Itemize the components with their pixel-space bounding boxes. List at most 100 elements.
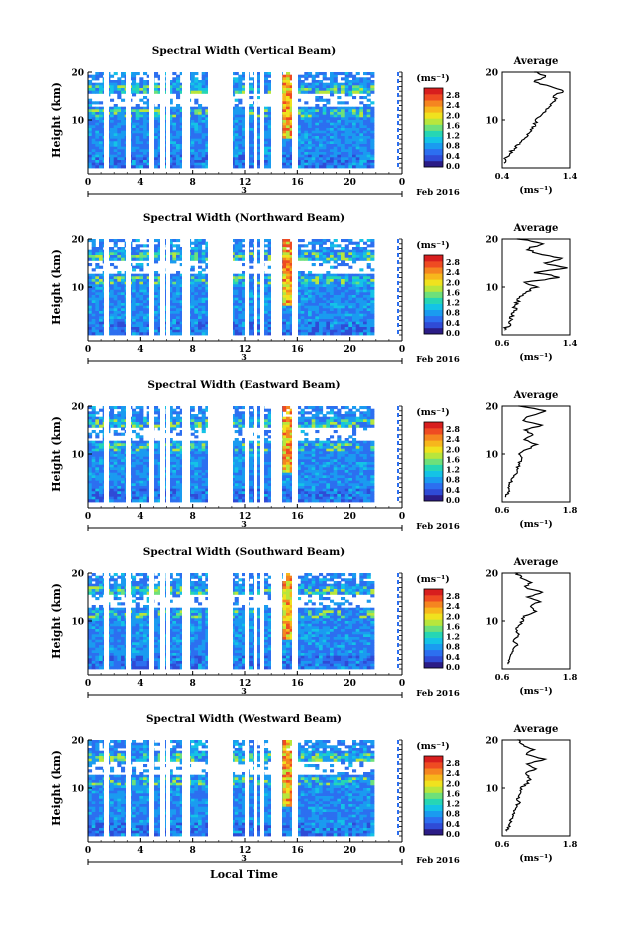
heatmap-cell [146,133,151,137]
heatmap-cell [132,136,137,140]
heatmap-cell [121,311,126,315]
heatmap-cell [267,80,272,84]
heatmap-cell [91,316,96,320]
heatmap-cell [264,284,269,288]
heatmap-cell [370,152,375,156]
heatmap-cell [282,271,287,275]
heatmap-cell [348,154,353,158]
heatmap-cell [91,311,96,315]
heatmap-cell [297,141,302,145]
heatmap-cell [154,109,159,113]
heatmap-cell [88,162,93,166]
heatmap-cell [117,88,122,92]
heatmap-cell [359,284,364,288]
heatmap-cell [337,255,342,259]
heatmap-cell [337,324,342,328]
heatmap-cell [205,149,210,153]
heatmap-cell [297,152,302,156]
heatmap-cell [95,146,100,150]
heatmap-cell [231,80,236,84]
heatmap-cell [267,82,272,86]
heatmap-cell [366,146,371,150]
heatmap-cell [289,324,294,328]
heatmap-cell [157,241,162,245]
heatmap-cell [231,289,236,293]
heatmap-cell [132,321,137,325]
heatmap-cell [355,289,360,293]
heatmap-cell [231,136,236,140]
data-gap [160,71,165,169]
heatmap-cell [264,117,269,121]
heatmap-cell [201,287,206,291]
heatmap-cell [242,117,247,121]
heatmap-cell [311,146,316,150]
heatmap-cell [132,268,137,272]
heatmap-cell [311,263,316,267]
heatmap-cell [117,321,122,325]
heatmap-cell [198,149,203,153]
heatmap-cell [117,281,122,285]
heatmap-cell [172,257,177,261]
heatmap-cell [337,319,342,323]
heatmap-cell [282,117,287,121]
heatmap-cell [289,136,294,140]
heatmap-cell [264,162,269,166]
heatmap-cell [176,74,181,78]
data-gap [149,238,154,336]
heatmap-cell [157,257,162,261]
heatmap-cell [121,157,126,161]
heatmap-cell [289,154,294,158]
heatmap-cell [168,284,173,288]
heatmap-cell [352,128,357,132]
heatmap-cell [201,82,206,86]
heatmap-cell [132,77,137,81]
heatmap-cell [146,255,151,259]
heatmap-cell [234,252,239,256]
heatmap-cell [234,165,239,169]
heatmap-cell [341,300,346,304]
heatmap-cell [172,260,177,264]
heatmap-cell [311,85,316,89]
heatmap-cell [132,289,137,293]
heatmap-cell [205,152,210,156]
heatmap-cell [172,327,177,331]
heatmap-cell [355,162,360,166]
heatmap-cell [300,308,305,312]
heatmap-cell [322,281,327,285]
heatmap-cell [326,90,331,94]
heatmap-cell [341,72,346,76]
heatmap-cell [315,257,320,261]
heatmap-cell [304,74,309,78]
heatmap-cell [297,136,302,140]
heatmap-cell [176,255,181,259]
heatmap-cell [355,313,360,317]
heatmap-cell [201,157,206,161]
heatmap-cell [256,303,261,307]
heatmap-cell [297,77,302,81]
heatmap-cell [341,276,346,280]
heatmap-cell [308,249,313,253]
heatmap-cell [91,85,96,89]
heatmap-cell [297,112,302,116]
heatmap-cell [348,305,353,309]
heatmap-cell [256,295,261,299]
heatmap-cell [300,80,305,84]
heatmap-cell [190,106,195,110]
heatmap-cell [168,152,173,156]
heatmap-cell [355,106,360,110]
heatmap-cell [286,90,291,94]
heatmap-cell [344,106,349,110]
heatmap-cell [135,90,140,94]
heatmap-cell [333,114,338,118]
heatmap-cell [132,125,137,129]
heatmap-cell [289,313,294,317]
heatmap-cell [344,284,349,288]
heatmap-cell [397,281,399,285]
heatmap-cell [143,122,148,126]
heatmap-cell [311,133,316,137]
heatmap-cell [139,141,144,145]
heatmap-cell [117,96,122,100]
heatmap-cell [319,90,324,94]
heatmap-cell [154,106,159,110]
heatmap-cell [99,305,104,309]
